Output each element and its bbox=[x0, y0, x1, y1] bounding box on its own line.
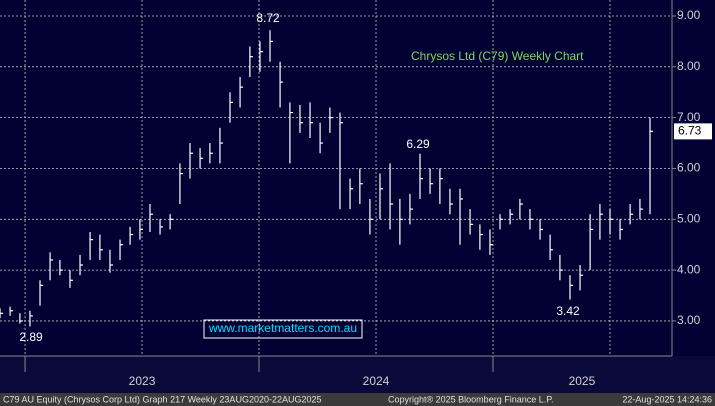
last-price-label: 6.73 bbox=[678, 124, 702, 138]
footer-bar bbox=[0, 393, 715, 406]
y-tick-label: 7.00 bbox=[677, 110, 701, 124]
footer-center: Copyright® 2025 Bloomberg Finance L.P. bbox=[388, 394, 554, 404]
y-tick-label: 5.00 bbox=[677, 211, 701, 225]
y-tick-label: 3.00 bbox=[677, 313, 701, 327]
annotation: 6.29 bbox=[406, 137, 430, 151]
watermark-box bbox=[203, 319, 363, 339]
y-tick-label: 6.00 bbox=[677, 161, 701, 175]
watermark: www.marketmatters.com.au bbox=[208, 321, 357, 335]
y-tick-label: 8.00 bbox=[677, 59, 701, 73]
x-axis-strip bbox=[0, 356, 715, 393]
annotation: 3.42 bbox=[556, 304, 580, 318]
last-price-tag bbox=[674, 123, 712, 140]
footer-right: 22-Aug-2025 14:24:36 bbox=[622, 394, 712, 404]
y-tick-label: 4.00 bbox=[677, 262, 701, 276]
x-tick-label: 2025 bbox=[569, 374, 596, 388]
y-tick-label: 9.00 bbox=[677, 8, 701, 22]
x-tick-label: 2023 bbox=[129, 374, 156, 388]
chart-title: Chrysos Ltd (C79) Weekly Chart bbox=[411, 49, 584, 63]
annotation: 2.89 bbox=[19, 330, 43, 344]
annotation: 8.72 bbox=[256, 11, 280, 25]
footer-left: C79 AU Equity (Chrysos Corp Ltd) Graph 2… bbox=[3, 394, 322, 404]
x-tick-label: 2024 bbox=[363, 374, 390, 388]
